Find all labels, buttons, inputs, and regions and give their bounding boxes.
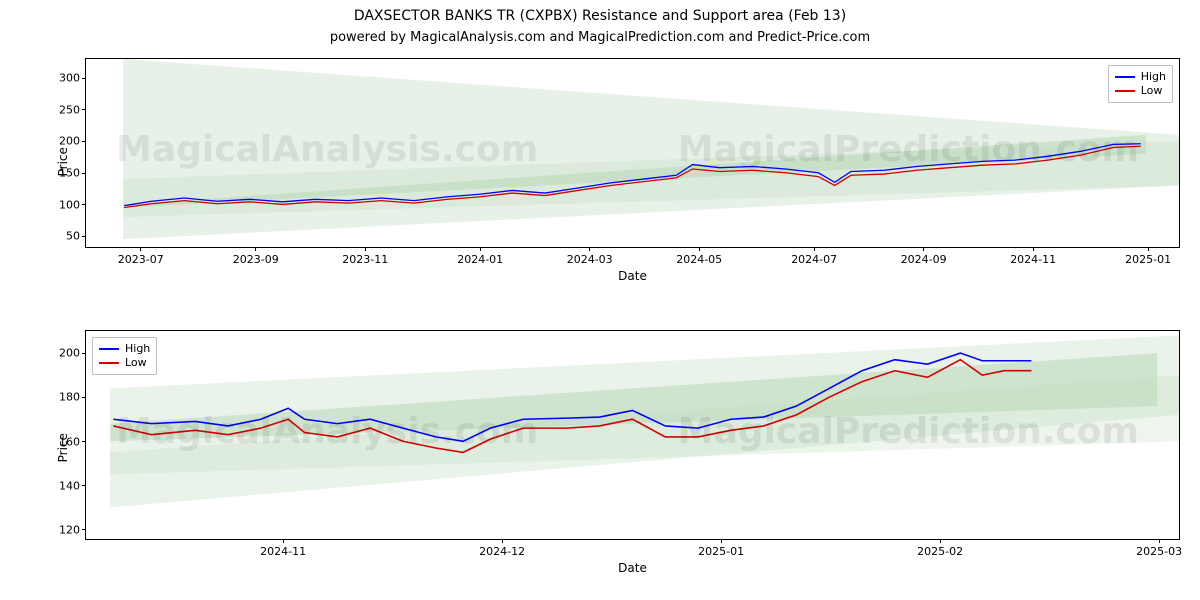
- chart-top-svg: [86, 59, 1179, 249]
- xlabel-bot: Date: [86, 561, 1179, 575]
- legend-swatch-high: [1115, 76, 1135, 78]
- legend-swatch-low: [1115, 90, 1135, 92]
- page-subtitle: powered by MagicalAnalysis.com and Magic…: [0, 30, 1200, 45]
- legend-bottom: High Low: [92, 337, 157, 375]
- legend-label-high-b: High: [125, 342, 150, 356]
- chart-top: Price Date MagicalAnalysis.com MagicalPr…: [85, 58, 1180, 248]
- legend-label-high: High: [1141, 70, 1166, 84]
- page-title: DAXSECTOR BANKS TR (CXPBX) Resistance an…: [0, 8, 1200, 24]
- chart-bottom-svg: [86, 331, 1179, 541]
- legend-top: High Low: [1108, 65, 1173, 103]
- legend-swatch-low-b: [99, 362, 119, 364]
- legend-swatch-high-b: [99, 348, 119, 350]
- legend-label-low: Low: [1141, 84, 1163, 98]
- legend-label-low-b: Low: [125, 356, 147, 370]
- xlabel-top: Date: [86, 269, 1179, 283]
- chart-bottom: Price Date MagicalAnalysis.com MagicalPr…: [85, 330, 1180, 540]
